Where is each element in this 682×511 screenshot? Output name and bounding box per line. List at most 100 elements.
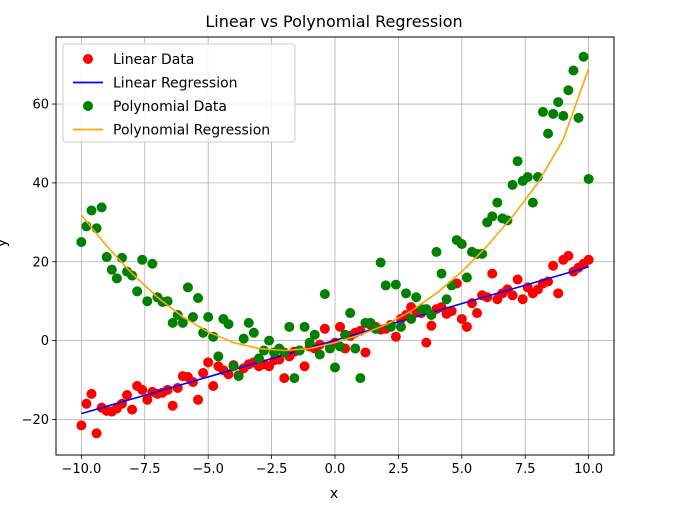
data-point bbox=[132, 286, 143, 297]
data-point bbox=[568, 65, 579, 76]
data-point bbox=[314, 349, 325, 360]
data-point bbox=[492, 197, 503, 208]
data-point bbox=[340, 329, 351, 340]
data-point bbox=[406, 313, 417, 324]
data-point bbox=[583, 173, 594, 184]
legend: Linear Data Linear Regression Polynomial D… bbox=[62, 43, 296, 143]
data-point bbox=[208, 380, 219, 391]
data-point bbox=[284, 321, 295, 332]
data-point bbox=[324, 343, 335, 354]
y-tick-label: 20 bbox=[32, 255, 49, 270]
data-point bbox=[294, 345, 305, 356]
y-tick-label: 40 bbox=[32, 176, 49, 191]
data-point bbox=[583, 254, 594, 265]
data-point bbox=[289, 373, 300, 384]
data-point bbox=[198, 367, 209, 378]
x-tick-label: 10.0 bbox=[574, 462, 603, 477]
data-point bbox=[127, 404, 138, 415]
legend-label: Linear Data bbox=[113, 52, 194, 68]
x-tick-label: −5.0 bbox=[192, 462, 224, 477]
data-point bbox=[553, 288, 564, 299]
data-point bbox=[86, 205, 97, 216]
data-point bbox=[111, 273, 122, 284]
data-point bbox=[563, 250, 574, 261]
data-point bbox=[360, 347, 371, 358]
data-point bbox=[304, 337, 315, 348]
data-point bbox=[411, 292, 422, 303]
data-point bbox=[573, 112, 584, 123]
data-point bbox=[142, 394, 153, 405]
data-point bbox=[182, 282, 193, 293]
data-point bbox=[208, 331, 219, 342]
x-tick-label: 7.5 bbox=[515, 462, 536, 477]
data-point bbox=[127, 270, 138, 281]
data-point bbox=[548, 108, 559, 119]
data-point bbox=[233, 371, 244, 382]
data-point bbox=[456, 239, 467, 250]
legend-marker bbox=[83, 54, 93, 64]
data-point bbox=[101, 252, 112, 263]
data-point bbox=[446, 306, 457, 317]
data-point bbox=[401, 288, 412, 299]
data-point bbox=[487, 268, 498, 279]
data-point bbox=[522, 171, 533, 182]
data-point bbox=[279, 347, 290, 358]
data-point bbox=[537, 106, 548, 117]
data-point bbox=[248, 327, 259, 338]
data-point bbox=[355, 373, 366, 384]
data-point bbox=[279, 373, 290, 384]
data-point bbox=[193, 293, 204, 304]
data-point bbox=[507, 290, 518, 301]
data-point bbox=[147, 258, 158, 269]
data-point bbox=[243, 317, 254, 328]
data-point bbox=[543, 128, 554, 139]
data-point bbox=[299, 361, 310, 372]
data-point bbox=[137, 254, 148, 265]
x-tick-label: −10.0 bbox=[61, 462, 101, 477]
data-point bbox=[461, 321, 472, 332]
x-tick-label: 0.0 bbox=[325, 462, 346, 477]
data-point bbox=[142, 296, 153, 307]
legend-marker bbox=[83, 101, 93, 111]
data-point bbox=[258, 345, 269, 356]
data-point bbox=[223, 319, 234, 330]
legend-label: Linear Regression bbox=[113, 76, 238, 92]
data-point bbox=[335, 341, 346, 352]
x-axis: −10.0 −7.5 −5.0 −2.5 0.0 2.5 5.0 7.5 10.0 bbox=[61, 455, 603, 477]
data-point bbox=[512, 156, 523, 167]
regression-line bbox=[80, 68, 590, 352]
data-point bbox=[512, 274, 523, 285]
data-point bbox=[426, 310, 437, 321]
data-point bbox=[517, 294, 528, 305]
x-tick-label: 5.0 bbox=[451, 462, 472, 477]
y-tick-label: 60 bbox=[32, 98, 49, 113]
legend-item: Polynomial Regression bbox=[73, 123, 270, 139]
data-point bbox=[461, 272, 472, 283]
data-point bbox=[203, 311, 214, 322]
data-point bbox=[76, 420, 87, 431]
data-point bbox=[350, 343, 361, 354]
data-point bbox=[456, 313, 467, 324]
data-point bbox=[319, 289, 330, 300]
chart-title: Linear vs Polynomial Regression bbox=[205, 12, 462, 31]
data-point bbox=[238, 333, 249, 344]
y-tick-label: 0 bbox=[41, 334, 49, 349]
data-point bbox=[548, 260, 559, 271]
data-point bbox=[177, 317, 188, 328]
data-point bbox=[299, 321, 310, 332]
legend-label: Polynomial Data bbox=[113, 99, 227, 115]
legend-label: Polynomial Regression bbox=[113, 123, 270, 139]
data-point bbox=[395, 321, 406, 332]
data-point bbox=[390, 279, 401, 290]
data-point bbox=[421, 337, 432, 348]
data-point bbox=[472, 308, 483, 319]
regression-line bbox=[81, 266, 589, 415]
data-point bbox=[81, 398, 92, 409]
data-point bbox=[167, 400, 178, 411]
data-point bbox=[502, 215, 513, 226]
data-point bbox=[193, 394, 204, 405]
y-axis: −20 0 20 40 60 bbox=[22, 98, 56, 428]
data-point bbox=[319, 323, 330, 334]
data-point bbox=[91, 428, 102, 439]
data-point bbox=[106, 264, 117, 275]
